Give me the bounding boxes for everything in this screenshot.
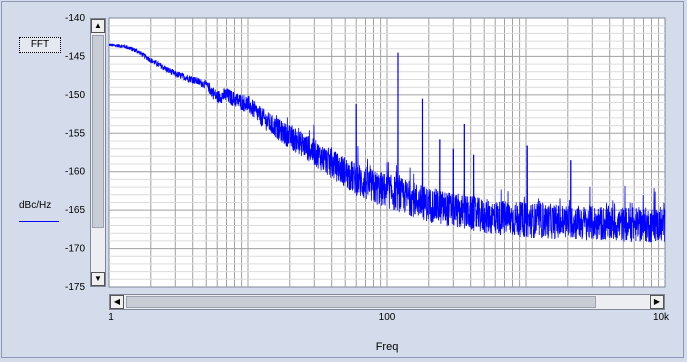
y-tick-label: -140 bbox=[65, 13, 85, 24]
horizontal-scrollbar[interactable]: ◀ ▶ bbox=[109, 294, 665, 310]
vertical-scroll-thumb[interactable] bbox=[92, 35, 104, 228]
y-tick-label: -175 bbox=[65, 282, 85, 293]
fft-button[interactable]: FFT bbox=[19, 37, 61, 53]
y-tick-label: -155 bbox=[65, 128, 85, 139]
y-unit-label: dBc/Hz bbox=[19, 200, 52, 211]
horizontal-scroll-thumb[interactable] bbox=[126, 296, 596, 308]
x-tick-label: 100 bbox=[379, 312, 396, 323]
scroll-up-arrow-icon[interactable]: ▲ bbox=[91, 19, 105, 33]
scroll-right-arrow-icon[interactable]: ▶ bbox=[650, 295, 664, 309]
x-axis-title: Freq bbox=[376, 341, 399, 353]
scroll-left-arrow-icon[interactable]: ◀ bbox=[110, 295, 124, 309]
y-tick-label: -150 bbox=[65, 90, 85, 101]
x-axis-ticks: 1 100 10k bbox=[108, 312, 670, 323]
y-tick-label: -170 bbox=[65, 244, 85, 255]
spectrum-trace bbox=[108, 43, 666, 243]
y-tick-label: -160 bbox=[65, 167, 85, 178]
legend-line-swatch bbox=[19, 221, 59, 222]
y-tick-label: -145 bbox=[65, 51, 85, 62]
scroll-down-arrow-icon[interactable]: ▼ bbox=[91, 272, 105, 286]
spectrum-line bbox=[108, 43, 666, 243]
x-tick-label: 1 bbox=[108, 312, 114, 323]
vertical-scrollbar[interactable]: ▲ ▼ bbox=[90, 18, 106, 287]
x-tick-label: 10k bbox=[653, 312, 670, 323]
y-tick-label: -165 bbox=[65, 205, 85, 216]
y-axis-ticks: -140 -145 -150 -155 -160 -165 -170 -175 bbox=[65, 13, 85, 293]
